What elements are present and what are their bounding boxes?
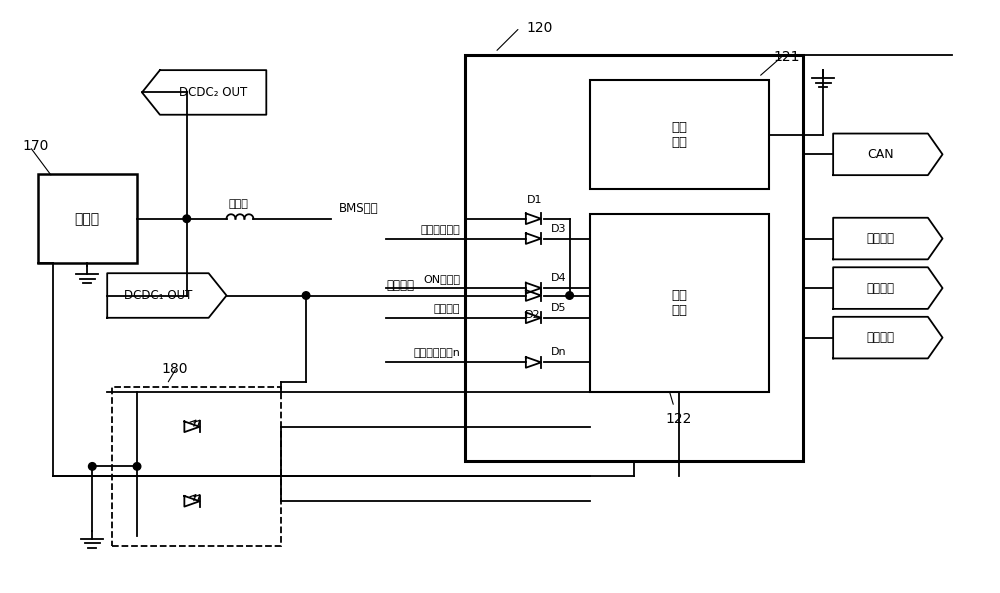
Circle shape bbox=[566, 292, 573, 299]
Text: DCDC₂ OUT: DCDC₂ OUT bbox=[179, 86, 247, 99]
Text: 121: 121 bbox=[773, 50, 800, 64]
Text: 正极控制: 正极控制 bbox=[867, 232, 895, 245]
Bar bbox=[112, 387, 281, 546]
Text: D4: D4 bbox=[551, 273, 566, 283]
Circle shape bbox=[183, 215, 191, 222]
Text: 180: 180 bbox=[162, 362, 188, 377]
Text: 其它唤醒信号n: 其它唤醒信号n bbox=[413, 349, 460, 358]
Text: Dn: Dn bbox=[551, 347, 566, 358]
Text: BMS常电: BMS常电 bbox=[339, 202, 379, 215]
Text: DCDC₁ OUT: DCDC₁ OUT bbox=[124, 289, 192, 302]
Circle shape bbox=[302, 292, 310, 299]
Text: 122: 122 bbox=[666, 412, 692, 426]
Text: D1: D1 bbox=[527, 195, 543, 205]
Bar bbox=[465, 55, 803, 461]
Text: 慢充唤醒: 慢充唤醒 bbox=[434, 304, 460, 314]
Text: 120: 120 bbox=[527, 21, 553, 34]
Text: 应急唤醒信号: 应急唤醒信号 bbox=[420, 225, 460, 235]
Bar bbox=[38, 174, 137, 263]
Text: 熔断器: 熔断器 bbox=[229, 199, 248, 209]
Circle shape bbox=[88, 463, 96, 470]
Text: D3: D3 bbox=[551, 224, 566, 234]
Text: 蓄电池: 蓄电池 bbox=[75, 212, 100, 226]
Text: 预充控制: 预充控制 bbox=[867, 282, 895, 295]
Text: 电源
电路: 电源 电路 bbox=[671, 120, 687, 148]
Bar bbox=[590, 80, 769, 189]
Text: D5: D5 bbox=[551, 303, 566, 313]
Text: 170: 170 bbox=[23, 139, 49, 154]
Text: ON电唤醒: ON电唤醒 bbox=[423, 274, 460, 284]
Circle shape bbox=[133, 463, 141, 470]
Bar bbox=[590, 214, 769, 392]
Text: 负极控制: 负极控制 bbox=[867, 331, 895, 344]
Text: 应急电源: 应急电源 bbox=[387, 279, 415, 292]
Text: D2: D2 bbox=[525, 310, 541, 320]
Text: CAN: CAN bbox=[867, 148, 894, 161]
Text: 控制
电路: 控制 电路 bbox=[671, 289, 687, 317]
